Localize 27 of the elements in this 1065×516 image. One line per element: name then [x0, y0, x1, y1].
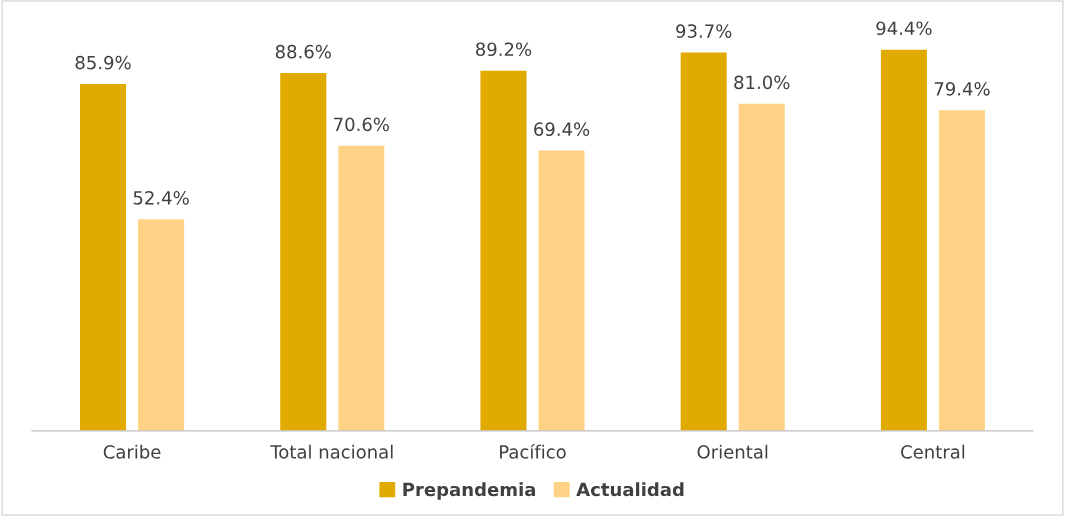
bar [680, 52, 727, 431]
x-tick-label: Oriental [697, 444, 768, 459]
data-label: 52.4% [133, 191, 189, 205]
data-label: 94.4% [876, 21, 932, 36]
bar [480, 70, 527, 431]
data-label: 70.6% [334, 117, 389, 132]
data-label: 93.7% [676, 24, 732, 38]
data-label: 89.2% [476, 42, 532, 57]
x-tick-label: Pacífico [500, 444, 566, 459]
data-label: 85.9% [75, 55, 131, 70]
data-label: 69.4% [534, 122, 590, 137]
legend-label: Actualidad [576, 482, 684, 497]
bar [738, 103, 785, 431]
bar [538, 150, 585, 431]
data-label: 81.0% [734, 75, 790, 90]
bar [80, 83, 127, 431]
bar [880, 49, 927, 431]
bar [938, 110, 985, 431]
x-tick-label: Total nacional [270, 444, 393, 459]
data-label: 79.4% [934, 81, 990, 96]
bar [338, 145, 385, 431]
legend-label: Prepandemia [403, 482, 536, 500]
x-tick-label: Caribe [103, 444, 161, 459]
bar [138, 219, 185, 431]
x-tick-label: Central [901, 444, 965, 459]
data-label: 88.6% [275, 44, 331, 59]
bar [280, 73, 327, 431]
